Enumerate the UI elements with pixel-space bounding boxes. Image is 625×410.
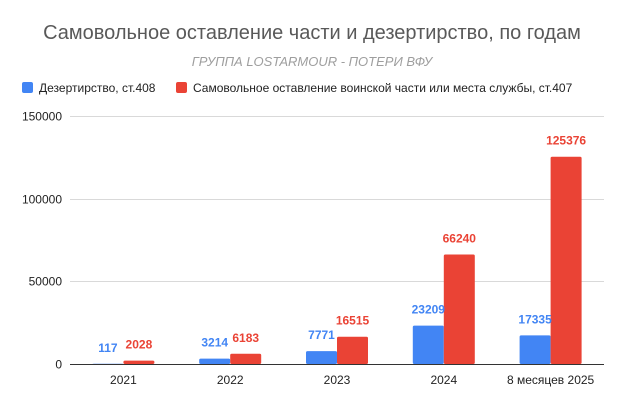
- bar-desertion: [199, 358, 231, 364]
- data-label-desertion: 23209: [412, 303, 446, 317]
- legend-label-desertion: Дезертирство, ст.408: [39, 81, 156, 95]
- legend: Дезертирство, ст.408 Самовольное оставле…: [22, 81, 573, 95]
- y-tick-label: 0: [55, 358, 62, 372]
- chart-title: Самовольное оставление части и дезертирс…: [43, 22, 581, 44]
- bar-desertion: [412, 325, 444, 364]
- data-label-awol: 2028: [126, 338, 153, 352]
- x-tick-label: 8 месяцев 2025: [507, 373, 595, 387]
- y-axis-tick-labels: 0 50000 100000 150000: [22, 110, 62, 372]
- data-label-awol: 66240: [443, 231, 477, 245]
- x-tick-label: 2021: [110, 373, 137, 387]
- x-tick-label: 2022: [217, 373, 244, 387]
- x-axis-tick-labels: 2021 2022 2023 2024 8 месяцев 2025: [110, 373, 594, 387]
- y-tick-label: 100000: [22, 193, 62, 207]
- data-label-desertion: 117: [98, 341, 118, 355]
- bar-desertion: [306, 351, 337, 364]
- bars: [92, 156, 582, 365]
- legend-swatch-desertion: [22, 82, 33, 93]
- data-label-desertion: 3214: [201, 336, 228, 350]
- y-tick-label: 50000: [29, 275, 63, 289]
- data-label-awol: 16515: [336, 314, 370, 328]
- legend-label-awol: Самовольное оставление воинской части ил…: [193, 81, 573, 95]
- bar-awol: [123, 360, 155, 364]
- bar-awol: [550, 156, 582, 364]
- bar-desertion: [519, 335, 551, 364]
- y-tick-label: 150000: [22, 110, 62, 124]
- x-tick-label: 2024: [430, 373, 457, 387]
- bar-awol: [337, 336, 368, 364]
- gridlines: [70, 116, 604, 282]
- x-tick-label: 2023: [324, 373, 351, 387]
- data-label-awol: 6183: [232, 331, 259, 345]
- bar-awol: [443, 254, 475, 364]
- chart-subtitle: ГРУППА LOSTARMOUR - ПОТЕРИ ВФУ: [192, 54, 434, 69]
- data-label-desertion: 17335: [518, 312, 552, 326]
- data-label-awol: 125376: [546, 134, 586, 148]
- legend-swatch-awol: [176, 82, 187, 93]
- data-label-desertion: 7771: [308, 328, 335, 342]
- bar-awol: [230, 353, 262, 364]
